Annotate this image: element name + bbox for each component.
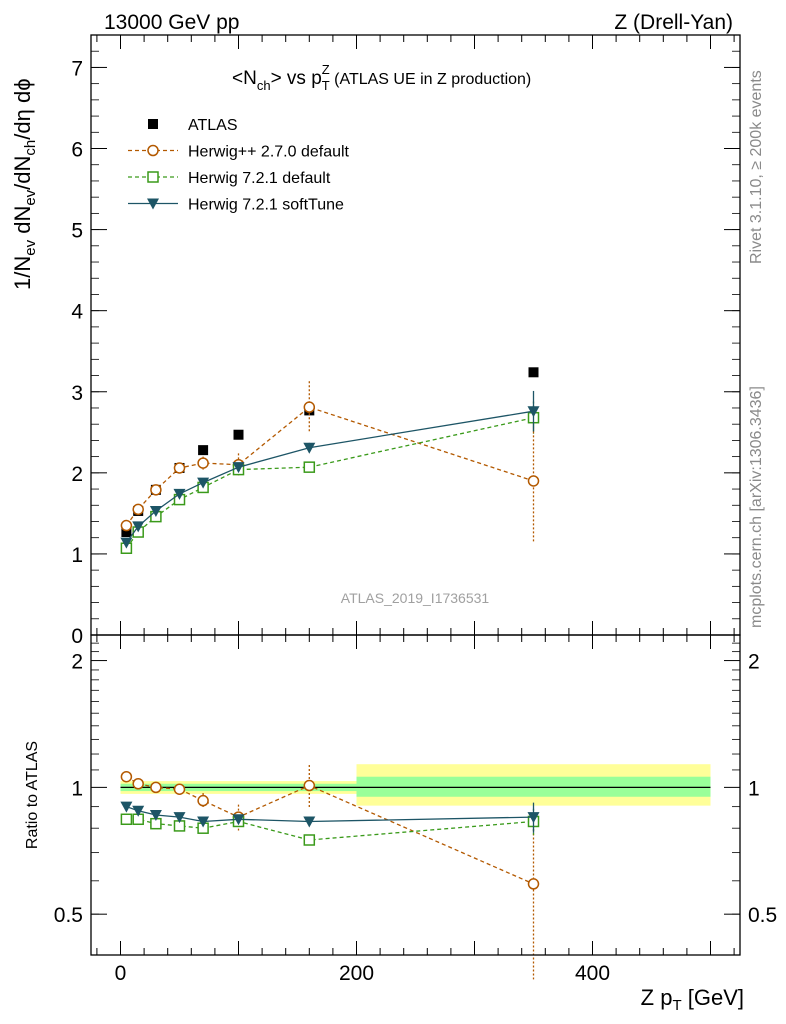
main-point-softtune (527, 406, 540, 418)
main-y-tick-label: 7 (71, 57, 83, 80)
main-point-softtune (149, 505, 162, 517)
main-point-herwigpp (150, 484, 162, 496)
main-panel: <Nch> vs pTZ (ATLAS UE in Z production) … (10, 34, 741, 648)
rivet-label: Rivet 3.1.10, ≥ 200k events (748, 70, 765, 264)
ratio-y-tick-label-left: 2 (71, 651, 83, 674)
main-y-axis-label: 1/Nev dNev/dNch/dη dϕ (10, 78, 39, 290)
main-point-softtune (303, 442, 316, 454)
ratio-point-softtune (120, 801, 133, 813)
ratio-point-herwigpp (120, 770, 133, 783)
chart-title: <Nch> vs pTZ (ATLAS UE in Z production) (232, 62, 531, 93)
main-y-tick-label: 0 (71, 625, 83, 648)
main-line-softtune (125, 410, 534, 543)
ratio-panel: 0.5 0.5 1 1 2 2 0 200 400 Ratio to ATLAS Z pT [G… (24, 634, 777, 1014)
main-point-atlas (528, 367, 539, 378)
ratio-point-herwigpp (303, 779, 316, 792)
ratio-point-softtune (232, 814, 245, 826)
ratio-line-herwig721 (126, 818, 534, 841)
ratio-point-softtune (132, 805, 145, 817)
main-point-herwigpp (527, 475, 540, 487)
ratio-point-herwigpp (527, 878, 540, 890)
main-point-atlas (198, 445, 209, 456)
main-line-herwigpp (125, 406, 534, 526)
title-sub-ch: ch (257, 78, 271, 93)
title-sup-z: Z (322, 62, 330, 77)
main-point-atlas (233, 429, 244, 440)
legend-label-atlas: ATLAS (188, 117, 238, 134)
ratio-y-tick-label-right: 0.5 (748, 904, 777, 927)
ratio-point-herwig721 (303, 834, 316, 846)
legend-marker-herwig721 (147, 171, 159, 183)
ratio-point-herwigpp (173, 783, 186, 795)
main-point-herwigpp (197, 457, 209, 469)
main-y-tick-label: 3 (71, 382, 83, 405)
x-axis-label: Z pT [GeV] (641, 985, 744, 1014)
x-tick-label: 400 (575, 962, 610, 985)
main-y-tick-label: 2 (71, 463, 83, 486)
ratio-y-tick-label-right: 1 (748, 777, 760, 800)
main-point-herwig721 (303, 461, 316, 473)
legend-label-softtune: Herwig 7.2.1 softTune (188, 197, 344, 214)
ratio-point-herwigpp (197, 794, 209, 807)
main-point-softtune (173, 488, 186, 500)
main-y-tick-label: 6 (71, 139, 83, 162)
analysis-watermark: ATLAS_2019_I1736531 (341, 590, 490, 606)
ratio-point-softtune (527, 812, 540, 824)
ratio-y-tick-label-right: 2 (748, 651, 760, 674)
x-tick-label: 0 (115, 962, 127, 985)
legend: ATLAS Herwig++ 2.7.0 default Herwig 7.2.1 … (128, 117, 350, 214)
energy-label: 13000 GeV pp (104, 11, 239, 34)
legend-label-herwig721: Herwig 7.2.1 default (188, 170, 331, 187)
title-sub-t: T (322, 78, 330, 93)
ratio-y-axis-label: Ratio to ATLAS (24, 741, 41, 849)
ratio-point-softtune (197, 816, 210, 828)
main-point-softtune (132, 521, 145, 533)
ratio-band-inner (356, 776, 711, 797)
ratio-frame (90, 634, 741, 956)
main-line-herwig721 (125, 417, 534, 549)
title-text-n: <N (232, 68, 257, 89)
mcplots-label: mcplots.cern.ch [arXiv:1306.3436] (748, 386, 765, 628)
legend-marker-softtune (147, 198, 159, 210)
process-label: Z (Drell-Yan) (614, 11, 733, 34)
legend-label-herwigpp: Herwig++ 2.7.0 default (188, 144, 350, 161)
svg-text:<Nch> vs pTZ (ATLAS UE in Z pr: <Nch> vs pTZ (ATLAS UE in Z production) (232, 62, 531, 93)
main-point-herwigpp (132, 503, 144, 516)
ratio-point-softtune (303, 816, 316, 828)
legend-marker-atlas (148, 119, 158, 129)
ratio-line-softtune (126, 805, 534, 823)
title-text-suffix: (ATLAS UE in Z production) (330, 71, 532, 88)
ratio-y-tick-label-left: 1 (71, 777, 83, 800)
title-text-vs: > vs p (271, 68, 322, 89)
x-tick-label: 200 (339, 962, 374, 985)
ratio-y-tick-label-left: 0.5 (54, 904, 83, 927)
ratio-point-softtune (149, 809, 162, 821)
main-point-herwigpp (120, 519, 133, 532)
main-point-softtune (197, 477, 210, 489)
legend-marker-herwigpp (147, 144, 159, 157)
main-point-softtune (120, 537, 133, 549)
ratio-point-herwig721 (120, 813, 133, 826)
ratio-point-herwigpp (150, 781, 162, 794)
main-y-tick-label: 4 (71, 301, 83, 324)
main-point-softtune (232, 462, 245, 474)
main-y-tick-label: 1 (71, 544, 83, 567)
main-point-herwigpp (173, 462, 186, 474)
ratio-point-herwigpp (132, 778, 144, 790)
main-point-atlas (121, 527, 132, 538)
main-y-tick-label: 5 (71, 220, 83, 243)
ratio-point-softtune (173, 812, 186, 824)
main-point-herwigpp (303, 401, 316, 413)
